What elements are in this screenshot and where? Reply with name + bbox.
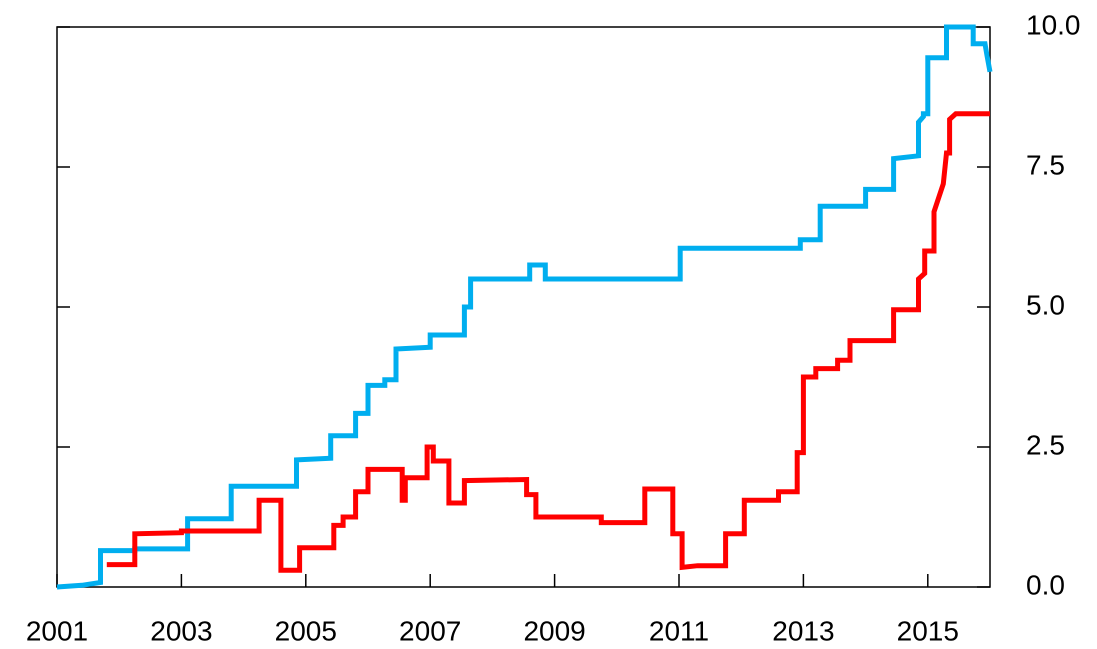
x-tick-label: 2011 (649, 615, 709, 646)
x-tick-label: 2013 (772, 615, 834, 646)
x-tick-label: 2015 (897, 615, 959, 646)
x-tick-label: 2007 (399, 615, 461, 646)
x-tick-label: 2005 (275, 615, 337, 646)
y-tick-label: 10.0 (1026, 9, 1081, 40)
x-tick-label: 2001 (26, 615, 88, 646)
y-tick-label: 5.0 (1026, 289, 1065, 320)
y-tick-label: 2.5 (1026, 429, 1065, 460)
y-tick-label: 0.0 (1026, 569, 1065, 600)
plot-frame (56, 26, 991, 588)
data-line (106, 111, 990, 573)
x-tick-label: 2003 (150, 615, 212, 646)
x-tick-label: 2009 (523, 615, 585, 646)
data-line (56, 24, 993, 590)
y-tick-label: 7.5 (1026, 149, 1065, 180)
